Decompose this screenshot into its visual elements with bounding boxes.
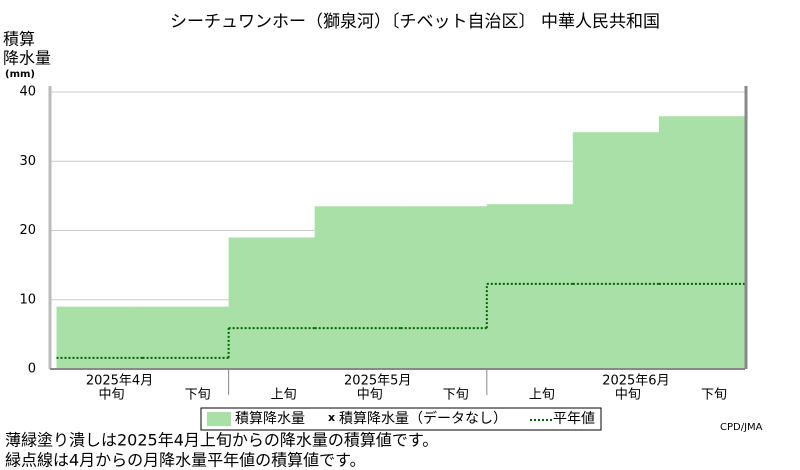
x-tick-label: 上旬 xyxy=(271,388,297,403)
bar xyxy=(400,206,488,369)
bar xyxy=(56,306,144,369)
note: 薄緑塗り潰しは2025年4月上旬からの降水量の積算値です。 xyxy=(5,431,438,450)
y-axis-label: 降水量 xyxy=(3,49,51,68)
y-tick-label: 30 xyxy=(19,154,36,169)
bar xyxy=(228,237,316,369)
y-axis-label: (mm) xyxy=(5,69,35,80)
x-tick-label: 中旬 xyxy=(615,388,641,403)
y-axis-label: 積算 xyxy=(3,30,35,49)
credit: CPD/JMA xyxy=(720,422,763,433)
bar xyxy=(658,116,746,369)
month-label: 2025年6月 xyxy=(602,374,669,389)
legend-label: 積算降水量 xyxy=(235,411,305,427)
x-tick-label: 中旬 xyxy=(357,388,383,403)
x-tick-label: 中旬 xyxy=(99,388,125,403)
chart-title: シーチュワンホー（獅泉河）〔チベット自治区〕 中華人民共和国 xyxy=(170,12,660,32)
legend-marker: x xyxy=(328,411,335,424)
legend-box xyxy=(200,407,602,431)
month-label: 2025年5月 xyxy=(344,374,411,389)
y-tick-label: 20 xyxy=(19,223,36,238)
bar xyxy=(314,206,402,369)
bar xyxy=(486,204,574,369)
note: 緑点線は4月からの月降水量平年値の積算値です。 xyxy=(5,451,366,470)
y-tick-label: 40 xyxy=(19,85,36,100)
legend-label: 平年値 xyxy=(553,411,595,427)
month-label: 2025年4月 xyxy=(86,374,153,389)
y-tick-label: 0 xyxy=(28,362,36,377)
legend-swatch xyxy=(207,412,231,426)
y-tick-label: 10 xyxy=(19,292,36,307)
x-tick-label: 下旬 xyxy=(701,388,727,403)
bar xyxy=(142,306,230,369)
bar xyxy=(572,132,660,369)
x-tick-label: 上旬 xyxy=(529,388,555,403)
x-tick-label: 下旬 xyxy=(443,388,469,403)
legend-label: 積算降水量（データなし） xyxy=(339,410,507,427)
x-tick-label: 下旬 xyxy=(185,388,211,403)
